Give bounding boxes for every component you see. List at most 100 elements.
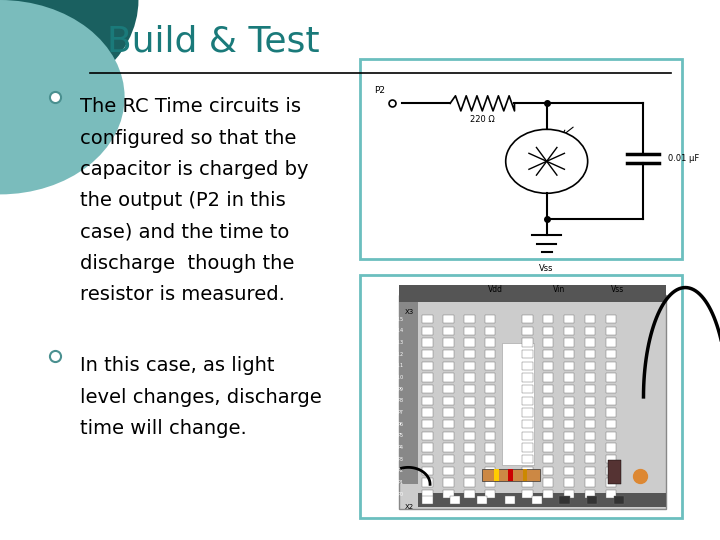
Bar xyxy=(444,443,454,451)
Bar xyxy=(464,478,474,487)
Bar xyxy=(485,315,495,323)
Text: P15: P15 xyxy=(395,316,403,322)
Bar xyxy=(444,455,454,463)
Bar xyxy=(522,478,533,487)
Bar xyxy=(423,362,433,370)
Bar xyxy=(444,385,454,393)
Bar xyxy=(423,478,433,487)
Text: P8: P8 xyxy=(397,399,403,403)
Bar xyxy=(423,467,433,475)
Bar xyxy=(543,431,554,440)
Bar xyxy=(423,339,433,347)
Bar xyxy=(564,385,575,393)
Text: resistor is measured.: resistor is measured. xyxy=(80,285,284,304)
Bar xyxy=(464,373,474,382)
Bar xyxy=(485,467,495,475)
Bar xyxy=(522,408,533,416)
Bar xyxy=(608,460,621,484)
Bar xyxy=(423,373,433,382)
Bar xyxy=(585,420,595,428)
Text: P2: P2 xyxy=(397,468,403,473)
Bar xyxy=(543,362,554,370)
Bar xyxy=(585,455,595,463)
Text: P7: P7 xyxy=(397,410,403,415)
Bar xyxy=(585,431,595,440)
Bar xyxy=(464,420,474,428)
Bar xyxy=(606,362,616,370)
Bar xyxy=(444,431,454,440)
Bar xyxy=(606,431,616,440)
Text: P11: P11 xyxy=(395,363,403,368)
Bar xyxy=(522,443,533,451)
Bar xyxy=(485,431,495,440)
Bar xyxy=(543,455,554,463)
Bar xyxy=(485,397,495,405)
Bar xyxy=(444,373,454,382)
Bar xyxy=(585,443,595,451)
Bar xyxy=(564,420,575,428)
Bar xyxy=(606,315,616,323)
FancyBboxPatch shape xyxy=(360,275,682,518)
Bar xyxy=(543,385,554,393)
Bar xyxy=(543,408,554,416)
Bar xyxy=(485,455,495,463)
Bar xyxy=(423,327,433,335)
Bar xyxy=(444,420,454,428)
Text: configured so that the: configured so that the xyxy=(80,129,296,147)
Bar xyxy=(543,467,554,475)
Bar xyxy=(585,397,595,405)
Bar xyxy=(464,327,474,335)
Bar xyxy=(564,362,575,370)
Bar xyxy=(423,385,433,393)
Text: X3: X3 xyxy=(405,309,414,315)
Bar xyxy=(502,343,534,465)
Bar xyxy=(522,431,533,440)
Bar xyxy=(564,315,575,323)
Bar xyxy=(418,493,666,508)
Circle shape xyxy=(0,0,125,194)
Bar xyxy=(464,443,474,451)
Bar xyxy=(564,327,575,335)
Text: X2: X2 xyxy=(405,504,414,510)
Bar xyxy=(532,496,542,504)
Bar xyxy=(423,350,433,358)
Bar xyxy=(543,339,554,347)
Bar xyxy=(564,408,575,416)
Bar xyxy=(522,455,533,463)
Bar xyxy=(522,467,533,475)
Bar xyxy=(564,373,575,382)
Bar xyxy=(485,362,495,370)
Text: case) and the time to: case) and the time to xyxy=(80,222,289,241)
Bar xyxy=(522,490,533,498)
Bar xyxy=(444,490,454,498)
Bar xyxy=(587,496,597,504)
Bar xyxy=(450,496,460,504)
Bar xyxy=(464,397,474,405)
Bar xyxy=(606,455,616,463)
Bar xyxy=(485,408,495,416)
Bar xyxy=(444,315,454,323)
Bar xyxy=(464,385,474,393)
Text: the output (P2 in this: the output (P2 in this xyxy=(80,191,285,210)
Text: P5: P5 xyxy=(397,433,403,438)
Bar xyxy=(585,373,595,382)
Bar xyxy=(606,420,616,428)
Bar xyxy=(614,496,624,504)
Text: P13: P13 xyxy=(395,340,403,345)
Bar xyxy=(423,408,433,416)
Circle shape xyxy=(505,129,588,193)
Bar xyxy=(585,467,595,475)
Bar xyxy=(564,467,575,475)
Bar xyxy=(564,490,575,498)
Bar xyxy=(543,373,554,382)
Bar xyxy=(508,469,513,481)
Text: level changes, discharge: level changes, discharge xyxy=(80,388,321,407)
Bar xyxy=(423,420,433,428)
Bar xyxy=(522,350,533,358)
Bar xyxy=(606,385,616,393)
Bar xyxy=(423,431,433,440)
Bar xyxy=(444,327,454,335)
Bar xyxy=(485,373,495,382)
Bar xyxy=(423,315,433,323)
Bar xyxy=(482,469,540,481)
